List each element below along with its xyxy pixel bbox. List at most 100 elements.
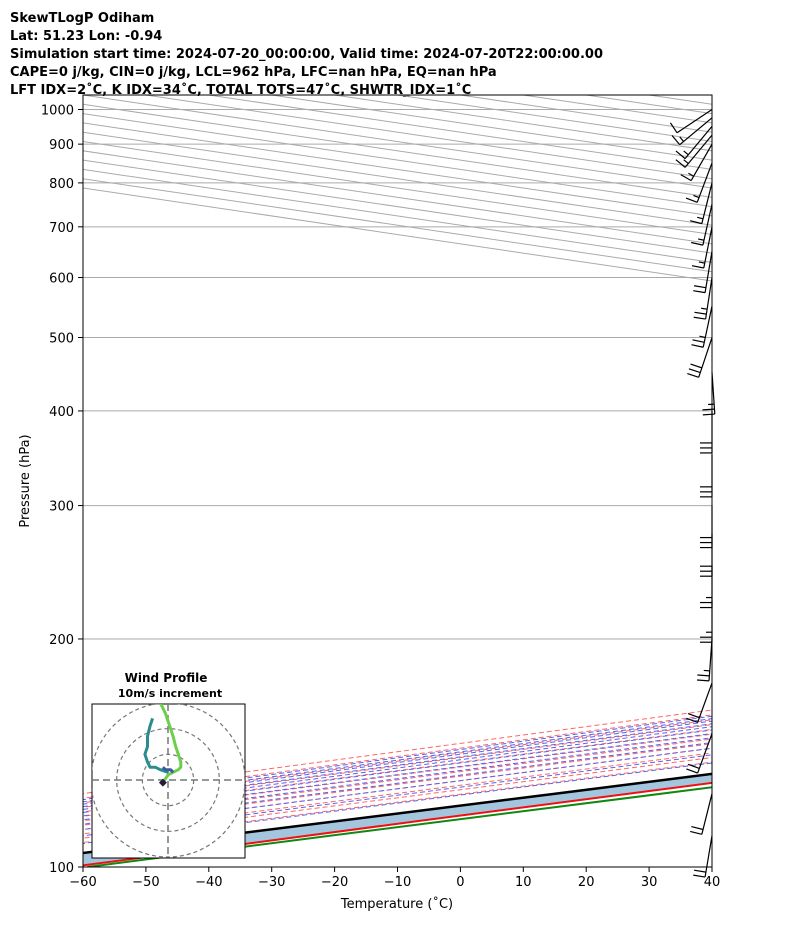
y-tick-label: 900	[49, 138, 74, 153]
wind-barb-half-flag	[701, 307, 708, 310]
wind-barb-half-flag	[697, 216, 704, 220]
wind-barb-flag	[693, 874, 706, 878]
x-tick-label: −30	[258, 875, 285, 890]
wind-barb-flag	[693, 285, 707, 289]
isotherm-line	[397, 95, 712, 143]
x-tick-label: −60	[69, 875, 96, 890]
wind-barb-flag	[693, 869, 707, 873]
wind-barb-half-flag	[693, 194, 700, 199]
wind-barb-flag	[691, 265, 704, 269]
y-tick-label: 500	[49, 332, 74, 347]
header-station: SkewTLogP Odiham	[10, 11, 155, 26]
isotherm-line	[83, 187, 712, 282]
header-indices: LFT IDX=2˚C, K IDX=34˚C, TOTAL TOTS=47˚C…	[10, 83, 472, 98]
wind-barb-flag	[687, 763, 700, 769]
y-axis-label: Pressure (hPa)	[18, 434, 33, 527]
wind-barb-flag	[693, 290, 706, 294]
wind-barb-flag	[687, 713, 700, 719]
wind-barb-flag	[691, 344, 704, 348]
y-tick-label: 800	[49, 177, 74, 192]
hodograph-ring	[92, 704, 245, 858]
y-tick-label: 400	[49, 405, 74, 420]
x-tick-label: 10	[515, 875, 532, 890]
wind-barb-flag	[694, 311, 707, 315]
wind-barb-flag	[686, 717, 698, 723]
wind-barb-staff	[697, 682, 713, 723]
y-tick-label: 300	[49, 500, 74, 515]
isotherm-line	[271, 95, 712, 161]
isotherm-line	[649, 95, 712, 105]
wind-barb-flag	[702, 413, 715, 416]
hodograph-trace	[143, 717, 169, 774]
y-tick-label: 200	[49, 633, 74, 648]
y-tick-label: 1000	[41, 103, 74, 118]
header-cape: CAPE=0 j/kg, CIN=0 j/kg, LCL=962 hPa, LF…	[10, 65, 497, 80]
wind-barb-flag	[690, 363, 703, 369]
wind-barb-flag	[690, 220, 702, 225]
wind-barb-staff	[701, 793, 713, 835]
wind-barb-flag	[669, 122, 678, 134]
x-tick-label: 30	[641, 875, 658, 890]
wind-barb-flag	[697, 674, 710, 677]
wind-barb-flag	[691, 825, 704, 831]
y-tick-label: 100	[49, 861, 74, 876]
wind-barb-half-flag	[683, 150, 689, 156]
isotherm-line	[334, 95, 712, 152]
wind-barb-staff	[702, 306, 713, 348]
axes: −60 −50 −40 −30 −20 −10 0 10 20 30 40 100 200 300 400 5…	[41, 103, 720, 890]
wind-barb-half-flag	[688, 172, 694, 177]
isotherm-line	[711, 95, 712, 96]
header-coords: Lat: 51.23 Lon: -0.94	[10, 29, 163, 44]
wind-barb-staff	[702, 203, 713, 246]
hodograph-inset: Wind Profile 10m/s increment	[91, 671, 246, 859]
wind-barb-flag	[691, 241, 704, 246]
hodograph-subtitle: 10m/s increment	[118, 687, 222, 700]
x-tick-label: −50	[132, 875, 159, 890]
hodograph-surface-marker	[158, 778, 167, 787]
header-times: Simulation start time: 2024-07-20_00:00:…	[10, 47, 603, 62]
wind-barb-staff	[676, 108, 713, 134]
isotherm-line	[83, 150, 712, 245]
hodograph-title: Wind Profile	[125, 671, 208, 685]
wind-barb-flag	[690, 830, 702, 835]
wind-barb-half-flag	[698, 261, 705, 264]
wind-barb-flag	[685, 197, 698, 203]
isotherm-line	[83, 141, 712, 236]
wind-barb-half-flag	[683, 159, 689, 165]
hodograph-trace	[161, 766, 175, 774]
wind-barb-staff	[704, 251, 713, 293]
wind-barb-flag	[693, 316, 706, 320]
x-tick-label: −40	[195, 875, 222, 890]
wind-barb-flag	[680, 174, 692, 182]
wind-barb-staff	[684, 125, 713, 160]
y-tick-label: 600	[49, 272, 74, 287]
isotherm-line	[83, 159, 712, 254]
wind-barb-staff	[704, 835, 713, 878]
x-tick-label: −20	[321, 875, 348, 890]
isotherm-line	[523, 95, 712, 124]
x-axis-label: Temperature (˚C)	[340, 896, 453, 912]
chart-header: SkewTLogP Odiham Lat: 51.23 Lon: -0.94 S…	[10, 10, 603, 100]
wind-barb-staff	[701, 182, 713, 224]
x-tick-label: −10	[384, 875, 411, 890]
y-tick-label: 700	[49, 221, 74, 236]
wind-barb-half-flag	[679, 136, 685, 142]
wind-barb-staff	[684, 134, 713, 168]
wind-barb-half-flag	[699, 335, 706, 339]
wind-barb-staff	[705, 277, 713, 320]
wind-barb-flag	[671, 135, 681, 146]
wind-barb-flag	[692, 339, 705, 343]
x-tick-label: 0	[456, 875, 464, 890]
wind-barb-staff	[697, 733, 713, 774]
wind-barb-flag	[702, 408, 715, 411]
wind-barb-flag	[675, 159, 686, 168]
wind-barb-flag	[696, 679, 710, 682]
isotherm-line	[83, 168, 712, 263]
wind-barb-half-flag	[697, 238, 705, 241]
wind-barb-flag	[687, 372, 699, 378]
isotherm-line	[83, 178, 712, 273]
hodograph-trace	[159, 704, 183, 784]
wind-barb-staff	[703, 226, 713, 269]
wind-barb-staff	[696, 162, 713, 203]
